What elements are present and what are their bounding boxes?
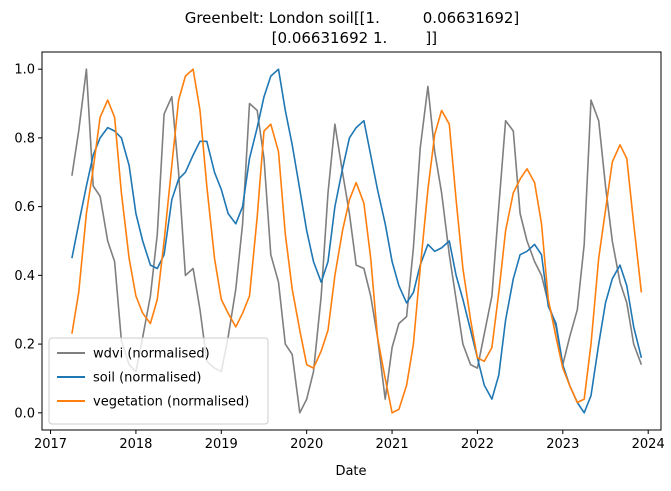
- plot-lines: [71, 68, 643, 414]
- x-tick-label: 2019: [205, 437, 238, 452]
- y-tick-label: 0.0: [14, 406, 35, 421]
- legend-box: [48, 337, 269, 425]
- y-tick-label: 1.0: [14, 63, 35, 78]
- y-tick-label: 0.8: [14, 131, 35, 146]
- legend: wdvi (normalised) soil (normalised) vegeta…: [48, 337, 269, 425]
- legend-entry-1: soil (normalised): [93, 371, 201, 386]
- plot-frame: [41, 51, 662, 431]
- series-line-1: [71, 68, 643, 414]
- x-axis: 2017 2018 2019 2020 2021 2022 2023 2024: [34, 430, 665, 452]
- y-tick-label: 0.6: [14, 200, 35, 215]
- legend-entry-0: wdvi (normalised): [93, 347, 210, 362]
- y-axis: 0.0 0.2 0.4 0.6 0.8 1.0: [14, 63, 42, 421]
- chart-title-line-2: [0.06631692 1. ]]: [267, 29, 437, 47]
- x-tick-label: 2018: [119, 437, 152, 452]
- x-tick-label: 2023: [546, 437, 579, 452]
- x-tick-label: 2022: [461, 437, 494, 452]
- x-tick-label: 2017: [34, 437, 67, 452]
- y-tick-label: 0.4: [14, 269, 35, 284]
- y-tick-label: 0.2: [14, 338, 35, 353]
- x-axis-label: Date: [335, 464, 366, 479]
- series-line-2: [71, 68, 643, 414]
- x-tick-label: 2024: [632, 437, 665, 452]
- legend-entry-2: vegetation (normalised): [93, 395, 249, 410]
- x-tick-label: 2021: [376, 437, 409, 452]
- x-tick-label: 2020: [290, 437, 323, 452]
- chart-title-line-1: Greenbelt: London soil[[1. 0.06631692]: [185, 9, 520, 27]
